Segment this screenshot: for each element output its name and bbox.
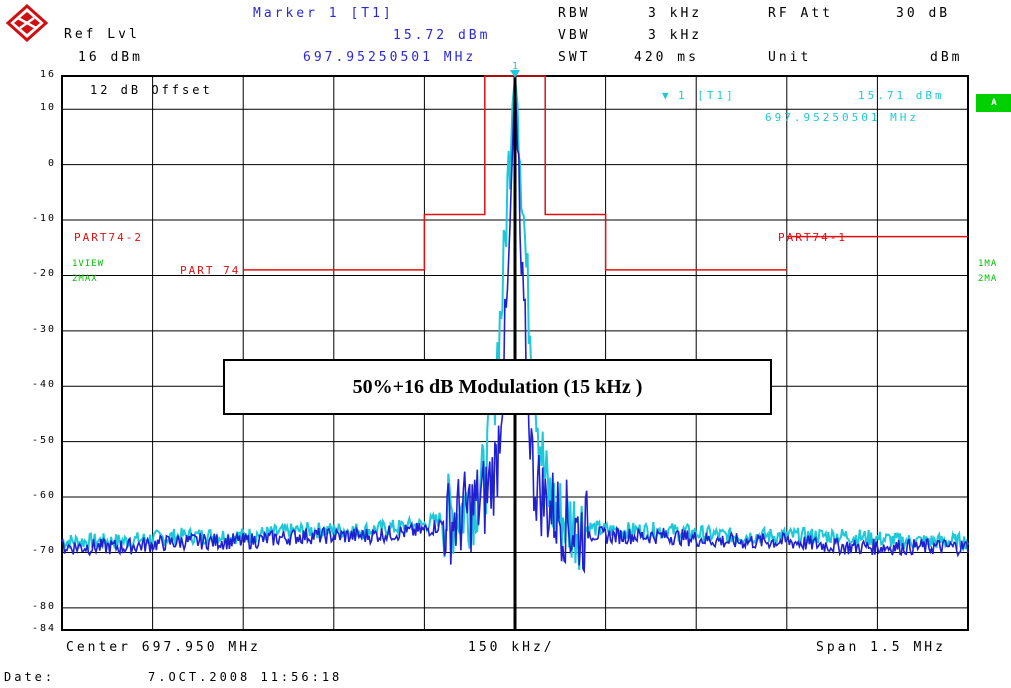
trace-label-1view: 1VIEW (72, 259, 105, 269)
y-tick-label: -84 (31, 623, 56, 634)
y-tick-label: -10 (31, 213, 56, 225)
y-tick-label: -60 (31, 490, 56, 502)
unit-value: dBm (930, 50, 963, 65)
swt-value: 420 ms (634, 50, 699, 65)
marker-number: 1 (512, 61, 519, 72)
marker-triangle-icon (510, 70, 520, 78)
vbw-value: 3 kHz (648, 28, 703, 43)
ref-level-value: 16 dBm (78, 50, 143, 65)
marker-readout-triangle-icon: ▼ (662, 89, 672, 102)
y-tick-label: -70 (31, 545, 56, 557)
marker-title: Marker 1 [T1] (253, 6, 394, 21)
swt-label: SWT (558, 50, 591, 65)
rohde-schwarz-logo-icon (5, 4, 49, 42)
annotation-box: 50%+16 dB Modulation (15 kHz ) (223, 359, 772, 415)
trace-label-2ma: 2MA (978, 274, 998, 284)
y-tick-label: -80 (31, 600, 56, 612)
y-tick-label: 10 (39, 102, 56, 114)
marker-readout-frequency: 697.95250501 MHz (765, 111, 919, 124)
span: Span 1.5 MHz (816, 640, 946, 655)
annotation-text: 50%+16 dB Modulation (15 kHz ) (352, 375, 643, 398)
limit-label-part74: PART 74 (180, 264, 241, 277)
marker-frequency: 697.95250501 MHz (303, 50, 477, 65)
y-tick-label: 0 (47, 157, 56, 169)
date-value: 7.OCT.2008 11:56:18 (148, 670, 343, 684)
vbw-label: VBW (558, 28, 591, 43)
ref-level-label: Ref Lvl (64, 27, 140, 42)
status-badge-a: A (976, 94, 1011, 112)
rf-att-label: RF Att (768, 6, 833, 21)
marker-readout-id: 1 [T1] (678, 89, 736, 102)
rbw-value: 3 kHz (648, 6, 703, 21)
limit-label-part74-1: PART74-1 (778, 231, 847, 244)
rbw-label: RBW (558, 6, 591, 21)
offset-label: 12 dB Offset (90, 83, 213, 97)
rf-att-value: 30 dB (896, 6, 951, 21)
limit-label-part74-2: PART74-2 (74, 231, 143, 244)
y-tick-label: -40 (31, 379, 56, 391)
trace-label-2max: 2MAX (72, 274, 98, 284)
unit-label: Unit (768, 50, 812, 65)
trace-label-1ma: 1MA (978, 259, 998, 269)
marker-readout-level: 15.71 dBm (858, 89, 945, 102)
y-tick-label: -50 (31, 434, 56, 446)
y-tick-label: 16 (39, 69, 56, 80)
marker-level: 15.72 dBm (393, 28, 491, 43)
center-frequency: Center 697.950 MHz (66, 640, 261, 655)
date-label: Date: (4, 670, 56, 684)
per-division: 150 kHz/ (468, 640, 555, 655)
y-tick-label: -30 (31, 323, 56, 335)
y-tick-label: -20 (31, 268, 56, 280)
